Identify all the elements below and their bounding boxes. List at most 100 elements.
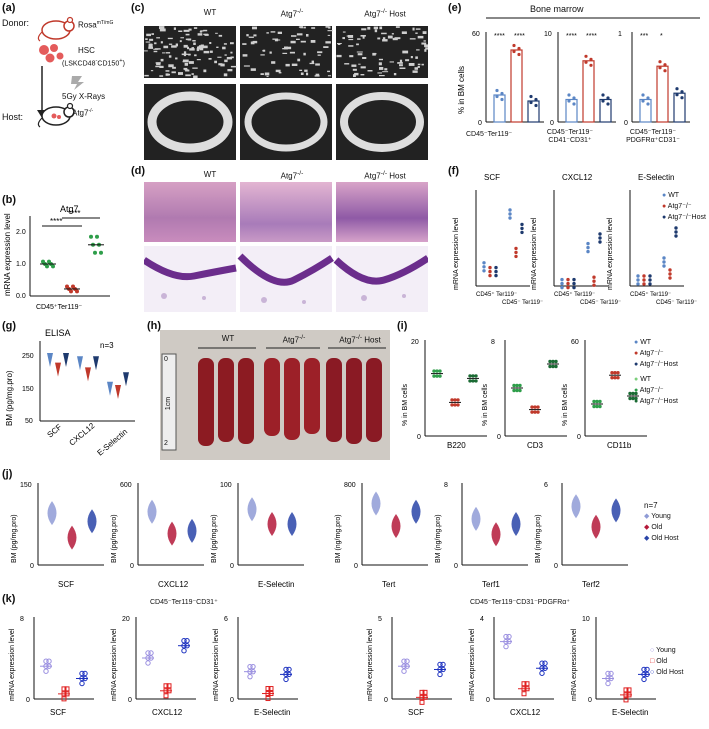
d-label-atg7: Atg7	[280, 171, 298, 181]
e-dot-0-1-0	[512, 43, 516, 48]
trabecula-0-19	[227, 69, 233, 72]
e-tick-max-1: 10	[544, 31, 552, 38]
trabecula-2-51	[422, 31, 427, 34]
c-label-atg7: Atg7	[280, 9, 298, 19]
i-dot-0-1-5	[456, 403, 460, 407]
e-bar-2-0	[639, 98, 652, 123]
j-violin-3-0	[371, 491, 381, 516]
f-dot-0-0-2-0	[494, 265, 498, 270]
trabecula-2-2	[361, 28, 367, 31]
i-dot-1-1-2	[536, 405, 540, 409]
trabecula-1-40	[289, 51, 295, 54]
host-strain: Atg7	[72, 108, 89, 118]
trabecula-2-35	[384, 68, 388, 71]
trabecula-1-49	[311, 60, 314, 64]
k-dot-3-2-3	[440, 661, 446, 668]
trabecula-0-110	[178, 30, 183, 32]
k-dot-4-2-3	[542, 660, 548, 666]
trabecula-2-23	[415, 56, 418, 59]
trabecula-2-6	[360, 74, 365, 76]
g-violin-1-2	[93, 356, 99, 371]
trabecula-2-1	[362, 57, 367, 59]
k-tick-0-4: 0	[486, 697, 490, 704]
i-dot-2-0-0	[592, 399, 596, 404]
i-dot-1-0-5	[518, 388, 522, 393]
j-tick-max-5: 6	[544, 482, 548, 489]
k-dot-4-1-3	[524, 681, 530, 687]
bones-photo	[161, 347, 386, 451]
f-dot-0-1-1-2	[514, 254, 518, 259]
trabecula-0-53	[171, 71, 176, 74]
e-dot-1-2-2	[601, 99, 605, 103]
f-ylabel-1: mRNA expression level	[531, 217, 538, 290]
trabecula-2-31	[342, 37, 345, 40]
tick-b-1: 1.0	[16, 261, 26, 268]
j-ylabel-5: BM (ng/mg.pro)	[535, 514, 542, 563]
trabecula-1-20	[253, 34, 257, 37]
k-dot-4-0-3	[506, 633, 512, 640]
trabecula-2-46	[417, 66, 420, 68]
k-ylabel-2: mRNA expression level	[213, 628, 220, 701]
e-dot-2-0-1	[646, 96, 650, 100]
k-dot-4-1-0	[521, 681, 527, 687]
trabecula-0-66	[168, 43, 173, 45]
f-dot-1-0-2-1	[572, 281, 576, 286]
i-dot-0-1-4	[453, 403, 457, 407]
f-dot-1-1-2-2	[598, 240, 602, 244]
trabecula-1-25	[296, 33, 303, 36]
bone-4	[284, 358, 300, 440]
j-tick-0-1: 0	[130, 563, 134, 570]
trabecula-0-42	[185, 74, 191, 77]
trabecula-0-68	[168, 55, 172, 58]
trabecula-2-47	[350, 55, 353, 57]
trabecula-1-56	[317, 51, 323, 54]
trabecula-2-63	[360, 35, 366, 37]
k-title-left: CD45⁻Ter119⁻CD31⁺	[150, 599, 218, 606]
f-dot-2-1-2-0	[674, 226, 678, 230]
j-violin-0-1	[67, 525, 77, 550]
e-xlabel-2: CD45⁻Ter119⁻ CD41⁻CD31⁺	[546, 129, 594, 144]
f-dot-0-1-2-2	[520, 230, 524, 235]
k-dot-3-0-3	[404, 658, 410, 664]
i-dot-2-2-4	[631, 396, 635, 401]
trabecula-0-17	[167, 37, 173, 40]
e-dot-2-1-0	[658, 60, 662, 64]
trabecula-1-32	[327, 75, 331, 77]
i-dot-2-0-3	[592, 404, 596, 409]
f-dot-0-0-2-1	[494, 269, 498, 274]
trabecula-1-12	[325, 26, 329, 28]
j-violin-4-0	[471, 506, 481, 531]
f-dot-0-0-1-2	[488, 273, 492, 278]
k-dot-2-0-0	[247, 663, 253, 670]
trabecula-0-106	[171, 45, 177, 48]
trabecula-2-4	[357, 38, 361, 40]
j-violin-2-1	[267, 512, 277, 536]
f-dot-2-1-1-2	[668, 276, 672, 280]
hsc-marker-2: CD150	[97, 60, 120, 68]
he-stain-host	[336, 182, 428, 242]
i-ylabel-1: % in BM cells	[482, 383, 489, 426]
f-dot-2-0-0-0	[636, 274, 640, 278]
trabecula-0-62	[209, 50, 213, 53]
growth-plate-curves	[144, 253, 428, 304]
f-dot-1-1-1-0	[592, 275, 596, 279]
trabecula-2-21	[414, 67, 418, 70]
trabecula-0-38	[160, 41, 163, 44]
panel-label-e: (e)	[448, 2, 462, 14]
f-title-2: E-Selectin	[638, 173, 674, 182]
panel-d-histology: WT Atg7-/- Atg7-/- Host	[140, 168, 440, 318]
trabecula-2-19	[402, 50, 409, 54]
e-dot-1-0-0	[567, 93, 571, 97]
trabecula-2-48	[409, 38, 416, 40]
trabecula-2-52	[424, 49, 427, 52]
i-dot-2-1-5	[616, 376, 620, 380]
e-sig-b-1: ****	[586, 33, 597, 40]
trabecula-2-60	[381, 32, 387, 35]
i-xlabel-0: B220	[447, 441, 466, 450]
i-dot-2-2-5	[634, 396, 638, 401]
i-tick-0-1: 0	[497, 434, 501, 441]
i-dot-1-2-0	[548, 359, 552, 364]
trabecula-0-58	[185, 53, 191, 55]
e-dot-0-2-0	[529, 94, 533, 99]
e-dot-1-1-1	[589, 57, 593, 61]
